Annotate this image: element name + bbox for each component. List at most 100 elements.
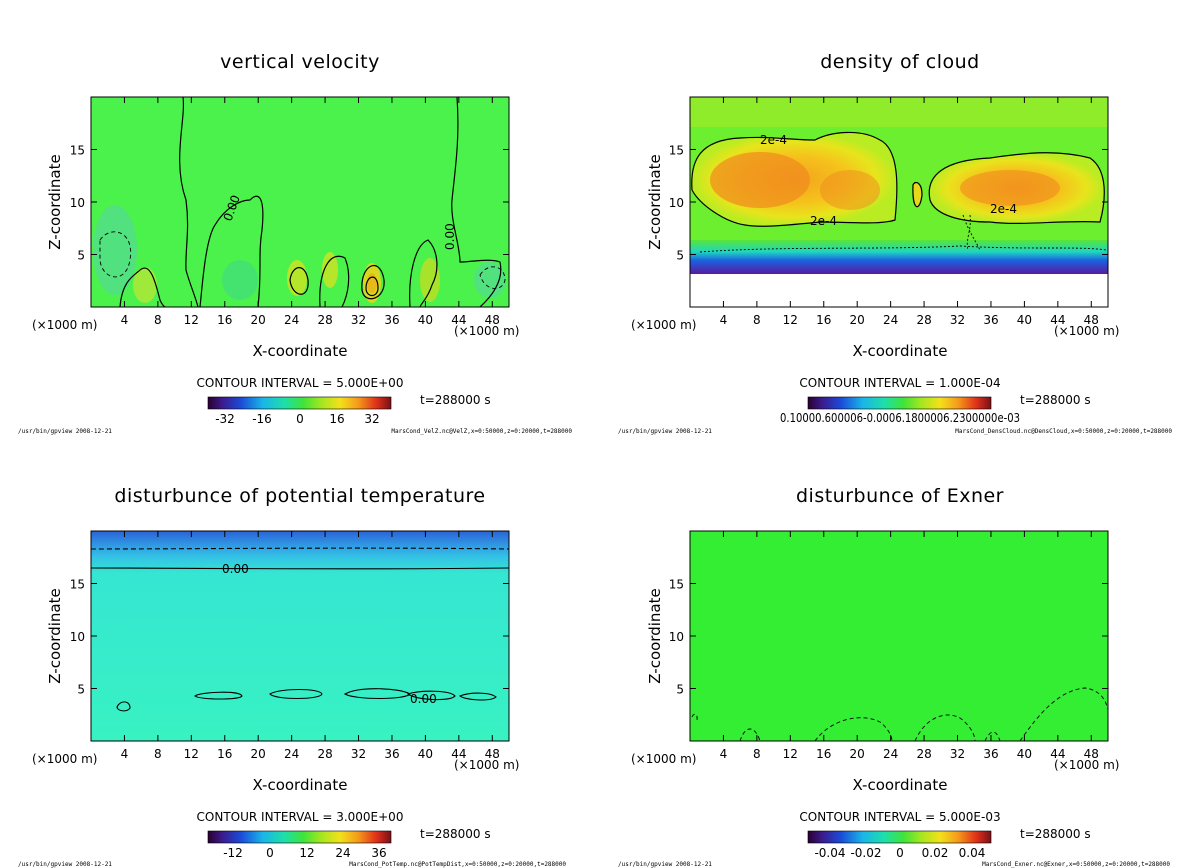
x-tick-label: 24 xyxy=(284,747,299,761)
colorbar-tick: 0.04 xyxy=(959,846,986,860)
x-tick-label: 40 xyxy=(418,313,433,327)
y-axis: 5 10 15 xyxy=(669,578,1108,697)
x-axis: 4 8 12 16 20 24 28 32 36 40 44 48 xyxy=(720,97,1099,327)
x-tick-label: 8 xyxy=(753,747,761,761)
contour-interval: CONTOUR INTERVAL = 1.000E-04 xyxy=(799,376,1000,390)
x-tick-label: 36 xyxy=(384,313,399,327)
x-tick-label: 32 xyxy=(351,747,366,761)
contour-lines xyxy=(90,547,510,712)
y-tick-label: 10 xyxy=(70,630,85,644)
contour-lines xyxy=(119,96,502,308)
x-axis: 4 8 12 16 20 24 28 32 36 40 44 48 xyxy=(121,531,500,761)
contour-interval: CONTOUR INTERVAL = 5.000E-03 xyxy=(799,810,1000,824)
x-tick-label: 32 xyxy=(351,313,366,327)
chart-title: disturbunce of potential temperature xyxy=(114,485,485,507)
y-tick-label: 5 xyxy=(77,249,85,263)
x-tick-label: 48 xyxy=(1084,747,1099,761)
x-axis-label: X-coordinate xyxy=(853,776,948,794)
x-unit-left: (×1000 m) xyxy=(32,752,97,766)
x-tick-label: 44 xyxy=(1050,313,1065,327)
x-tick-label: 44 xyxy=(1050,747,1065,761)
footer-right: MarsCond_Exner.nc@Exner,x=0:50000,z=0:20… xyxy=(982,861,1170,868)
x-axis: 4 8 12 16 20 24 28 32 36 40 44 48 xyxy=(720,531,1099,761)
colorbar xyxy=(207,396,392,410)
x-tick-label: 44 xyxy=(451,313,466,327)
x-tick-label: 40 xyxy=(1017,747,1032,761)
plot-background xyxy=(690,531,1108,741)
contour-lines-negative xyxy=(691,687,1109,742)
panel-exner: disturbunce of Exner 4 8 12 16 20 24 28 32 36 40 4… xyxy=(618,485,1170,868)
y-tick-label: 15 xyxy=(70,144,85,158)
y-tick-label: 5 xyxy=(676,683,684,697)
y-tick-label: 10 xyxy=(669,630,684,644)
chart-title: disturbunce of Exner xyxy=(796,485,1004,507)
y-axis-label: Z-coordinate xyxy=(646,154,664,249)
contour-interval: CONTOUR INTERVAL = 3.000E+00 xyxy=(197,810,404,824)
contour-lines xyxy=(691,131,1105,227)
x-tick-label: 48 xyxy=(485,747,500,761)
colorbar-tick: 32 xyxy=(364,412,379,426)
x-tick-label: 20 xyxy=(251,747,266,761)
x-tick-label: 12 xyxy=(184,747,199,761)
colorbar-tick: 24 xyxy=(335,846,350,860)
chart-title: density of cloud xyxy=(820,51,980,73)
x-tick-label: 8 xyxy=(753,313,761,327)
colorbar-tick: -0.04 xyxy=(814,846,845,860)
x-tick-label: 28 xyxy=(317,313,332,327)
colorbar-tick: 36 xyxy=(371,846,386,860)
colorbar-tick: -12 xyxy=(223,846,243,860)
contour-label: 2e-4 xyxy=(810,214,837,228)
panel-density-of-cloud: density of cloud 2e-4 2e-4 2e-4 4 8 12 16 20… xyxy=(618,51,1172,435)
x-tick-label: 32 xyxy=(950,747,965,761)
contour-lines-dotted xyxy=(699,214,1107,253)
colorbar-ticks: -32 -16 0 16 32 xyxy=(215,412,379,426)
footer-left: /usr/bin/gpview 2008-12-21 xyxy=(618,428,712,435)
y-axis: 5 10 15 xyxy=(669,144,1108,263)
x-tick-label: 16 xyxy=(816,747,831,761)
y-tick-label: 10 xyxy=(669,196,684,210)
time-label: t=288000 s xyxy=(1020,827,1091,841)
colorbar xyxy=(807,396,992,410)
x-tick-label: 40 xyxy=(418,747,433,761)
y-tick-label: 10 xyxy=(70,196,85,210)
colorbar-tick: 0.02 xyxy=(922,846,949,860)
x-tick-label: 28 xyxy=(317,747,332,761)
x-axis-label: X-coordinate xyxy=(253,342,348,360)
time-label: t=288000 s xyxy=(420,827,491,841)
colorbar-tick: 0 xyxy=(896,846,904,860)
x-tick-label: 12 xyxy=(783,747,798,761)
x-tick-label: 28 xyxy=(916,313,931,327)
x-tick-label: 16 xyxy=(217,313,232,327)
x-axis-label: X-coordinate xyxy=(853,342,948,360)
x-tick-label: 24 xyxy=(284,313,299,327)
footer-right: MarsCond_DensCloud.nc@DensCloud,x=0:5000… xyxy=(955,428,1172,435)
x-tick-label: 48 xyxy=(1084,313,1099,327)
x-tick-label: 4 xyxy=(121,747,129,761)
x-unit-right: (×1000 m) xyxy=(454,324,519,338)
contour-label: 0.00 xyxy=(410,692,437,706)
x-tick-label: 24 xyxy=(883,747,898,761)
y-axis: 5 10 15 xyxy=(70,578,509,697)
colorbar-tick: 12 xyxy=(299,846,314,860)
panel-vertical-velocity: vertical velocity xyxy=(18,51,572,435)
x-tick-label: 20 xyxy=(251,313,266,327)
cloud-masses xyxy=(691,132,1105,227)
x-axis: 4 8 12 16 20 24 28 32 36 40 44 48 xyxy=(121,97,500,327)
cloud-base-band xyxy=(690,240,1108,274)
x-unit-left: (×1000 m) xyxy=(631,318,696,332)
footer-left: /usr/bin/gpview 2008-12-21 xyxy=(618,861,712,868)
x-unit-right: (×1000 m) xyxy=(1054,758,1119,772)
contour-label: 0.00 xyxy=(222,562,249,576)
x-tick-label: 8 xyxy=(154,747,162,761)
x-tick-label: 16 xyxy=(217,747,232,761)
chart-title: vertical velocity xyxy=(220,51,380,73)
x-tick-label: 48 xyxy=(485,313,500,327)
y-axis: 5 10 15 xyxy=(70,144,509,263)
x-tick-label: 12 xyxy=(783,313,798,327)
footer-right: MarsCond_VelZ.nc@VelZ,x=0:50000,z=0:2000… xyxy=(391,428,572,435)
y-tick-label: 15 xyxy=(70,578,85,592)
x-tick-label: 4 xyxy=(720,747,728,761)
x-tick-label: 20 xyxy=(850,313,865,327)
y-tick-label: 15 xyxy=(669,578,684,592)
colorbar-tick: -32 xyxy=(215,412,235,426)
